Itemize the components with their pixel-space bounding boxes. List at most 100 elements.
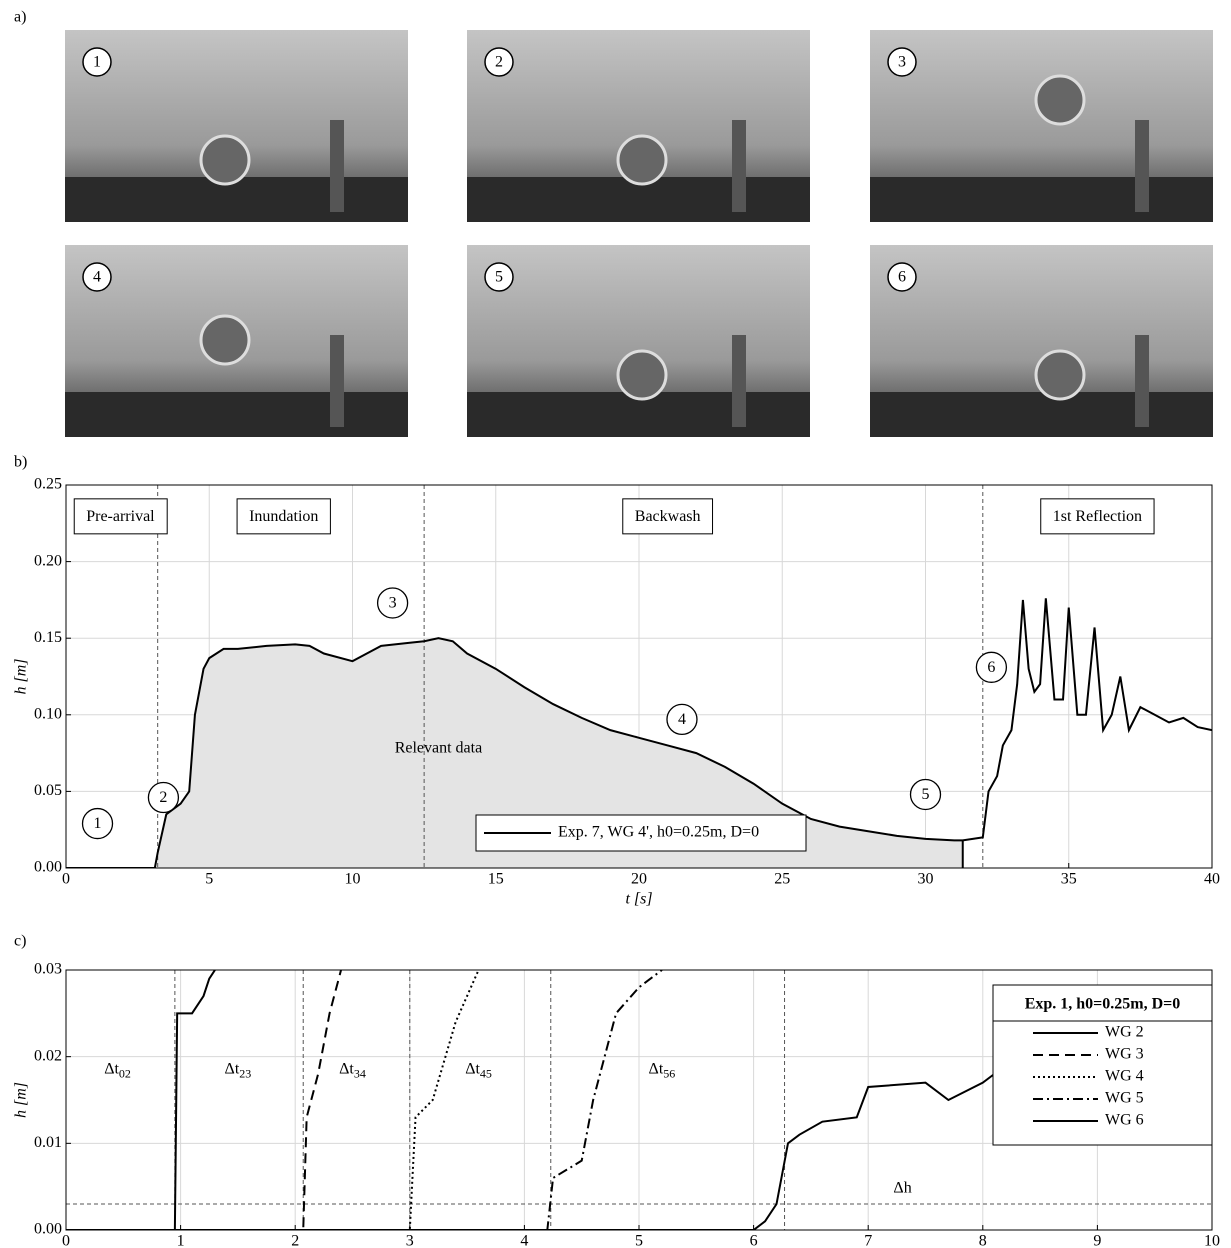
- photo-number-circle: [887, 262, 917, 292]
- x-tick-label: 10: [1204, 1233, 1220, 1248]
- y-axis-label: h [m]: [13, 658, 30, 694]
- photo-cylinder: [199, 314, 251, 366]
- photo-post: [1135, 335, 1149, 427]
- legend-label: WG 3: [1105, 1046, 1144, 1063]
- annotation-circle: [376, 587, 409, 619]
- x-tick-label: 25: [774, 871, 790, 888]
- panel-label: c): [14, 933, 26, 950]
- annotation-text: Δt: [649, 1060, 664, 1077]
- photo-number-circle: [484, 47, 514, 77]
- annotation: Relevant data: [395, 739, 483, 756]
- annotation-circle: [81, 807, 114, 840]
- photo-floor: [65, 392, 408, 437]
- panel-label: b): [14, 454, 27, 471]
- annotation-subscript: 45: [480, 1066, 492, 1080]
- region-box: [622, 498, 714, 535]
- annotation-text: Δt: [339, 1060, 354, 1077]
- photo: 3: [870, 30, 1213, 222]
- annotation-number: 2: [159, 789, 167, 806]
- x-tick-label: 3: [406, 1233, 414, 1248]
- annotation-text: Δt: [465, 1060, 480, 1077]
- photo-number-circle: [82, 262, 112, 292]
- y-tick-label: 0.03: [34, 961, 62, 978]
- plot-frame: [65, 969, 1213, 1231]
- photo-post: [330, 120, 344, 212]
- annotation-text: Δt: [225, 1060, 240, 1077]
- panel-label: a): [14, 9, 26, 26]
- annotation: Δt02: [104, 1060, 131, 1080]
- annotation: Δt23: [225, 1060, 252, 1080]
- photo-cylinder: [199, 134, 251, 186]
- photo-post: [732, 120, 746, 212]
- region-label: Inundation: [249, 508, 318, 525]
- data-line: [66, 598, 1212, 868]
- photo-number: 5: [495, 269, 503, 286]
- legend-label: WG 5: [1105, 1090, 1144, 1107]
- annotation-circle: [666, 703, 698, 736]
- x-tick-label: 6: [750, 1233, 758, 1248]
- photo-floor: [65, 177, 408, 222]
- x-tick-label: 30: [918, 871, 934, 888]
- x-tick-label: 5: [205, 871, 213, 888]
- y-tick-label: 0.00: [34, 1221, 62, 1238]
- x-tick-label: 20: [631, 871, 647, 888]
- legend-label: WG 2: [1105, 1024, 1144, 1041]
- photo-floor: [870, 177, 1213, 222]
- y-tick-label: 0.25: [34, 476, 62, 493]
- data-line: [66, 970, 216, 1230]
- annotation-text: Δt: [104, 1060, 119, 1077]
- data-line: [66, 970, 663, 1230]
- x-tick-label: 0: [62, 871, 70, 888]
- y-tick-label: 0.01: [34, 1134, 62, 1151]
- annotation-text: Δh: [893, 1179, 911, 1196]
- photo-post: [330, 335, 344, 427]
- annotation-circle: [975, 651, 1008, 683]
- annotation: Δt34: [339, 1060, 366, 1080]
- data-line: [66, 970, 343, 1230]
- photo: 1: [65, 30, 408, 222]
- y-tick-label: 0.10: [34, 705, 62, 722]
- photo-number: 6: [898, 269, 906, 286]
- region-label: Pre-arrival: [86, 508, 155, 525]
- legend-box: [992, 984, 1213, 1146]
- plot-frame: [65, 484, 1213, 869]
- x-tick-label: 5: [635, 1233, 643, 1248]
- photo-number: 2: [495, 54, 503, 71]
- region-box: [236, 498, 331, 535]
- legend-title: Exp. 1, h0=0.25m, D=0: [1025, 996, 1181, 1013]
- photo-number-circle: [484, 262, 514, 292]
- annotation-subscript: 56: [663, 1066, 675, 1080]
- annotation-text: Relevant data: [395, 739, 483, 756]
- photo-cylinder: [616, 349, 668, 401]
- annotation-subscript: 23: [239, 1066, 251, 1080]
- y-tick-label: 0.20: [34, 552, 62, 569]
- photo-cylinder: [1034, 74, 1086, 126]
- annotation-subscript: 02: [119, 1066, 131, 1080]
- annotation-number: 6: [987, 659, 995, 676]
- photo: 6: [870, 245, 1213, 437]
- photo-floor: [870, 392, 1213, 437]
- annotation-circle: [909, 778, 942, 811]
- x-tick-label: 15: [488, 871, 504, 888]
- annotation: Δh: [893, 1179, 911, 1196]
- photo: 5: [467, 245, 810, 437]
- photo-post: [732, 335, 746, 427]
- data-line: [66, 1029, 1212, 1230]
- annotation: Δt56: [649, 1060, 676, 1080]
- photo-number: 4: [93, 269, 101, 286]
- annotation-subscript: 34: [354, 1066, 366, 1080]
- y-tick-label: 0.15: [34, 629, 62, 646]
- y-tick-label: 0.00: [34, 859, 62, 876]
- x-tick-label: 8: [979, 1233, 987, 1248]
- x-tick-label: 1: [177, 1233, 185, 1248]
- x-tick-label: 40: [1204, 871, 1220, 888]
- x-tick-label: 9: [1093, 1233, 1101, 1248]
- x-tick-label: 2: [291, 1233, 299, 1248]
- photo: 4: [65, 245, 408, 437]
- photo-post: [1135, 120, 1149, 212]
- region-label: 1st Reflection: [1053, 508, 1142, 525]
- photo: 2: [467, 30, 810, 222]
- legend-label: WG 6: [1105, 1112, 1144, 1129]
- photo-cylinder: [616, 134, 668, 186]
